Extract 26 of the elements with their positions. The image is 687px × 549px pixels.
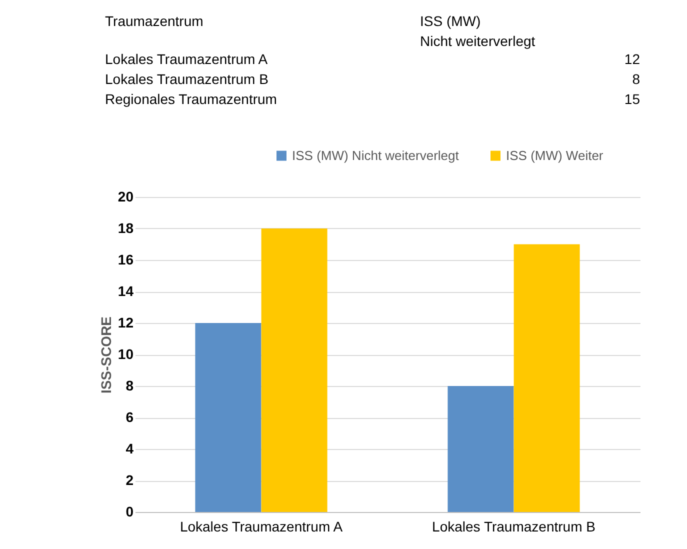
- text: 8: [632, 71, 640, 87]
- y-tick-label: 18: [118, 220, 134, 236]
- y-tick-label: 10: [118, 346, 134, 362]
- y-tick-label: 20: [118, 188, 134, 204]
- y-tick-label: 2: [126, 472, 134, 488]
- text: Lokales Traumazentrum B: [105, 71, 268, 87]
- y-axis-title: ISS-SCORE: [98, 316, 114, 394]
- y-tick-label: 8: [126, 378, 134, 394]
- y-tick-label: 16: [118, 252, 134, 268]
- bar: [261, 228, 328, 512]
- bar: [448, 386, 514, 512]
- y-tick-label: 12: [118, 314, 134, 330]
- text: Lokales Traumazentrum A: [105, 51, 268, 67]
- text: Traumazentrum: [105, 13, 204, 29]
- text: Regionales Traumazentrum: [105, 91, 277, 107]
- text: 12: [624, 51, 640, 67]
- y-tick-label: 0: [126, 504, 134, 520]
- y-tick-label: 6: [126, 409, 134, 425]
- y-tick-label: 14: [118, 283, 134, 299]
- legend-label: ISS (MW) Weiter: [506, 148, 604, 163]
- bar: [514, 244, 580, 512]
- text: 15: [624, 91, 640, 107]
- y-tick-label: 4: [126, 440, 134, 456]
- text: ISS (MW) Nicht weiterverlegt: [420, 13, 536, 49]
- bar: [195, 323, 262, 512]
- legend-label: ISS (MW) Nicht weiterverlegt: [292, 148, 460, 163]
